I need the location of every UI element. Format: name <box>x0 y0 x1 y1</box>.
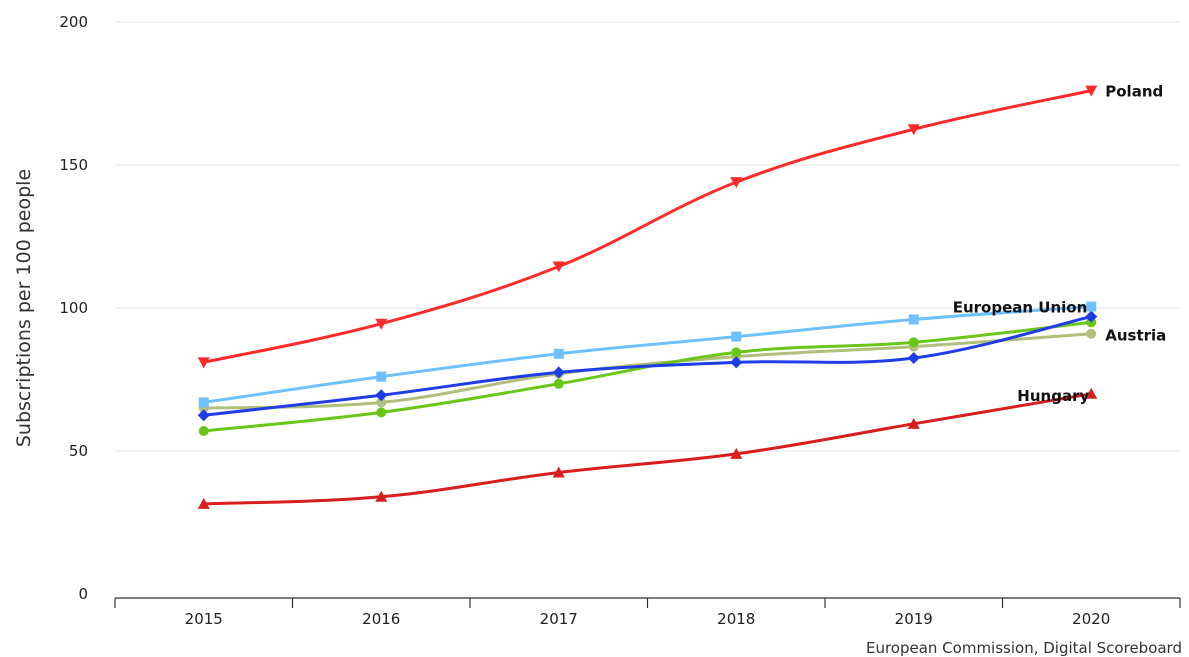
series-line[interactable] <box>202 320 1093 433</box>
series <box>198 301 1097 408</box>
x-tick-label: 2019 <box>895 610 933 628</box>
data-point[interactable] <box>907 124 920 136</box>
data-point[interactable] <box>198 397 209 408</box>
series-label: Poland <box>1105 83 1163 101</box>
x-tick-label: 2020 <box>1072 610 1110 628</box>
x-tick-label: 2017 <box>540 610 578 628</box>
data-point[interactable] <box>731 331 742 342</box>
data-point[interactable] <box>1086 328 1097 339</box>
data-point[interactable] <box>553 378 564 389</box>
data-point[interactable] <box>1085 387 1098 399</box>
series <box>197 387 1098 509</box>
data-point[interactable] <box>197 357 210 369</box>
data-point[interactable] <box>198 425 209 436</box>
data-point[interactable] <box>552 261 565 273</box>
series-label: Austria <box>1105 327 1166 345</box>
data-point[interactable] <box>730 356 743 369</box>
data-point[interactable] <box>908 314 919 325</box>
data-point[interactable] <box>376 371 387 382</box>
data-point[interactable] <box>907 352 920 365</box>
data-point[interactable] <box>908 337 919 348</box>
data-point[interactable] <box>731 347 742 358</box>
x-tick-label: 2015 <box>185 610 223 628</box>
y-tick-label: 200 <box>59 13 88 31</box>
series-label: Hungary <box>1017 387 1089 405</box>
y-axis-title: Subscriptions per 100 people <box>13 169 35 447</box>
data-point[interactable] <box>197 409 210 422</box>
series-group <box>197 85 1098 509</box>
series-labels: Poland European Union Austria Hungary <box>953 83 1167 405</box>
data-point[interactable] <box>1085 310 1098 323</box>
credits-text[interactable]: European Commission, Digital Scoreboard <box>866 639 1182 657</box>
series-line[interactable] <box>202 332 1093 410</box>
y-tick-label: 150 <box>59 156 88 174</box>
data-point[interactable] <box>553 348 564 359</box>
data-point[interactable] <box>376 407 387 418</box>
data-point[interactable] <box>730 447 743 459</box>
gridlines <box>115 21 1180 452</box>
data-point[interactable] <box>1085 85 1098 97</box>
x-tick-label: 2018 <box>717 610 755 628</box>
data-point[interactable] <box>375 490 388 502</box>
series <box>197 85 1098 369</box>
axes: 0 50 100 150 200 2015 2016 2017 2018 2019 2020 <box>59 13 1181 628</box>
data-point[interactable] <box>197 497 210 509</box>
series-line[interactable] <box>202 315 1093 417</box>
series <box>197 310 1098 422</box>
y-tick-label: 50 <box>69 442 88 460</box>
y-tick-label: 0 <box>78 585 88 603</box>
data-point[interactable] <box>376 397 387 408</box>
x-tick-label: 2016 <box>362 610 400 628</box>
data-point[interactable] <box>375 389 388 402</box>
data-point[interactable] <box>375 318 388 330</box>
series-line[interactable] <box>202 392 1093 506</box>
data-point[interactable] <box>552 366 565 379</box>
data-point[interactable] <box>552 466 565 478</box>
series-line[interactable] <box>202 89 1093 364</box>
series-line[interactable] <box>202 305 1093 404</box>
data-point[interactable] <box>907 417 920 429</box>
data-point[interactable] <box>730 177 743 189</box>
data-point[interactable] <box>1086 301 1097 312</box>
series-label: European Union <box>953 299 1088 317</box>
y-tick-label: 100 <box>59 299 88 317</box>
